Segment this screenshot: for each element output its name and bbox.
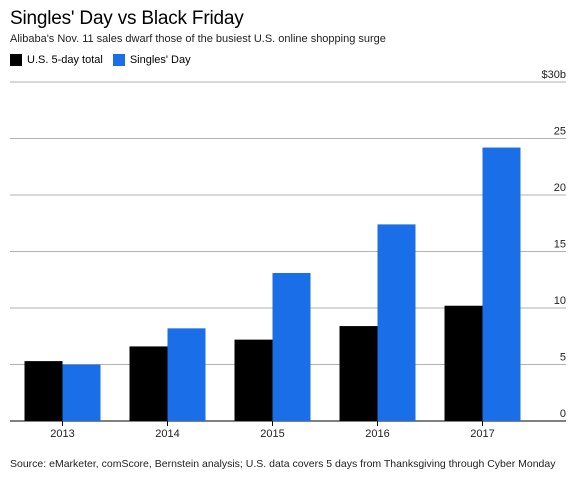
bar-singles-day (482, 147, 521, 422)
x-tick-label: 2013 (50, 428, 74, 440)
bar-singles-day (272, 272, 311, 421)
chart-subtitle: Alibaba's Nov. 11 sales dwarf those of t… (10, 33, 386, 45)
y-tick-label: $30b (542, 69, 566, 81)
y-tick-label: 25 (554, 126, 566, 138)
bar-us-5-day-total (339, 326, 378, 421)
y-tick-label: 0 (560, 408, 566, 420)
y-tick-label: 20 (554, 182, 566, 194)
y-tick-label: 10 (554, 295, 566, 307)
y-tick-label: 5 (560, 352, 566, 364)
chart-legend: U.S. 5-day total Singles' Day (10, 54, 201, 66)
chart-title: Singles' Day vs Black Friday (10, 8, 244, 29)
y-tick-label: 15 (554, 239, 566, 251)
legend-label-us: U.S. 5-day total (27, 54, 103, 66)
legend-item-us: U.S. 5-day total (10, 54, 103, 66)
bar-us-5-day-total (24, 361, 63, 421)
bar-singles-day (62, 364, 101, 421)
legend-swatch-us (10, 54, 22, 66)
bar-us-5-day-total (129, 346, 168, 421)
legend-swatch-singles-day (112, 54, 125, 66)
chart-source: Source: eMarketer, comScore, Bernstein a… (10, 458, 556, 470)
x-tick-label: 2016 (365, 428, 389, 440)
x-tick-label: 2014 (155, 428, 179, 440)
bar-us-5-day-total (234, 339, 273, 421)
bar-us-5-day-total (444, 305, 483, 421)
bar-singles-day (377, 224, 416, 421)
x-tick-label: 2017 (470, 428, 494, 440)
legend-label-singles-day: Singles' Day (129, 54, 191, 66)
legend-item-singles-day: Singles' Day (112, 54, 191, 66)
x-tick-label: 2015 (260, 428, 284, 440)
bar-singles-day (167, 328, 206, 421)
